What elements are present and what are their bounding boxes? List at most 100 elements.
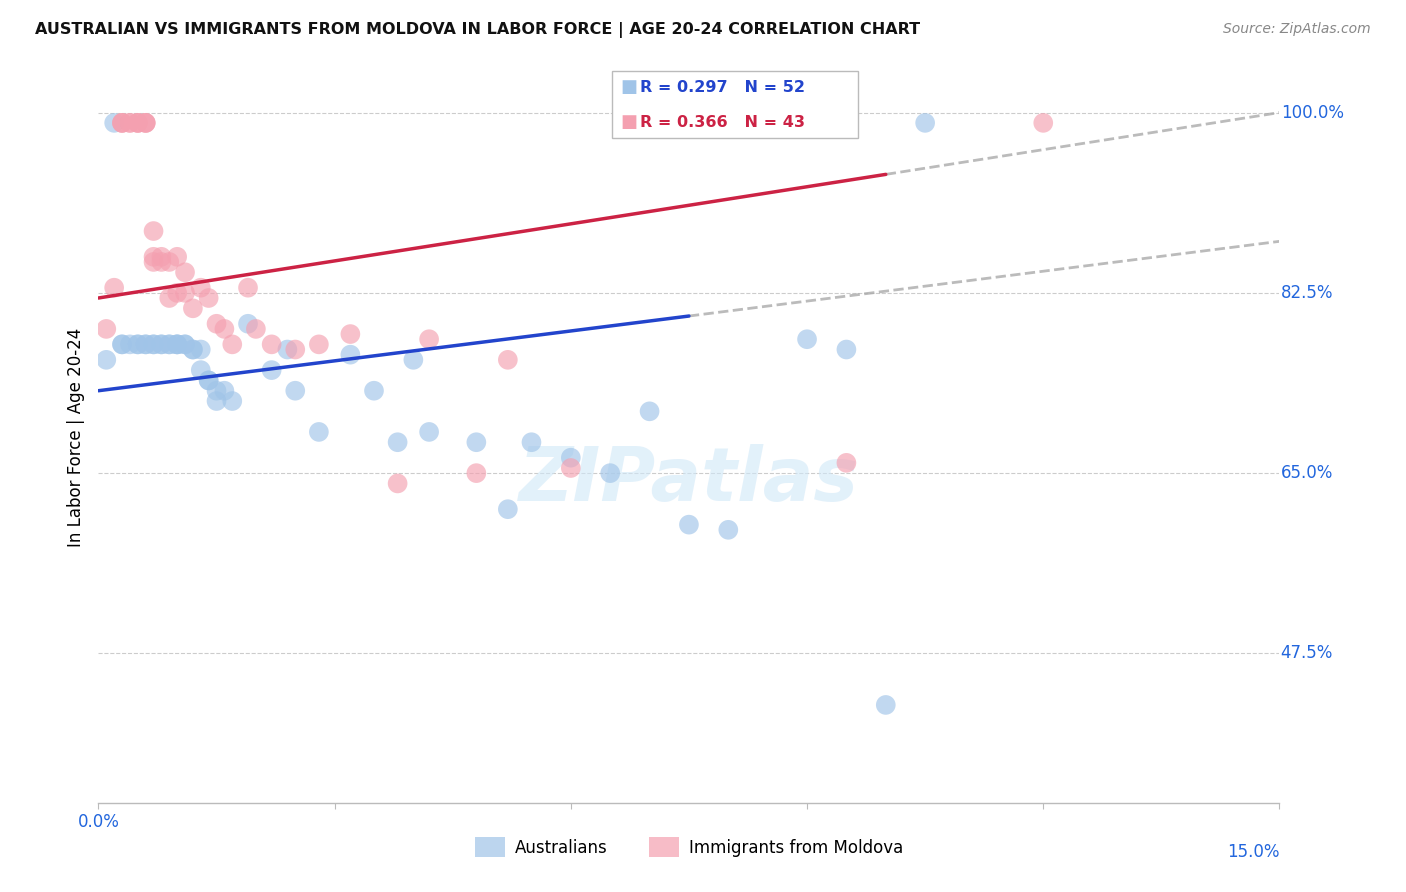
Point [127, 116, 149, 130]
Point [835, 456, 858, 470]
Point [599, 466, 621, 480]
Point [560, 461, 582, 475]
Point [142, 255, 165, 269]
Text: ■: ■ [620, 78, 637, 96]
Point [142, 337, 165, 351]
Point [205, 394, 228, 409]
Point [150, 250, 173, 264]
Point [111, 116, 134, 130]
Text: ■: ■ [620, 113, 637, 131]
Point [214, 322, 236, 336]
Point [717, 523, 740, 537]
Point [103, 281, 125, 295]
Point [111, 337, 134, 351]
Point [339, 348, 361, 362]
Point [127, 116, 149, 130]
Point [387, 476, 409, 491]
Point [221, 394, 243, 409]
Point [260, 337, 283, 351]
Point [127, 337, 149, 351]
Point [402, 352, 425, 367]
Point [127, 116, 149, 130]
Point [118, 116, 141, 130]
Point [96, 322, 118, 336]
Point [142, 224, 165, 238]
Point [284, 384, 307, 398]
Point [127, 337, 149, 351]
Point [174, 265, 197, 279]
Point [174, 285, 197, 300]
Point [157, 337, 180, 351]
Point [205, 384, 228, 398]
Point [96, 352, 118, 367]
Point [157, 337, 180, 351]
Legend: Australians, Immigrants from Moldova: Australians, Immigrants from Moldova [468, 830, 910, 864]
Text: 100.0%: 100.0% [1281, 103, 1344, 121]
Point [190, 343, 212, 357]
Point [174, 337, 197, 351]
Point [166, 337, 188, 351]
Point [135, 337, 157, 351]
Point [142, 337, 165, 351]
Point [875, 698, 897, 712]
Text: AUSTRALIAN VS IMMIGRANTS FROM MOLDOVA IN LABOR FORCE | AGE 20-24 CORRELATION CHA: AUSTRALIAN VS IMMIGRANTS FROM MOLDOVA IN… [35, 22, 921, 38]
Point [387, 435, 409, 450]
Point [142, 250, 165, 264]
Point [496, 352, 519, 367]
Point [135, 116, 157, 130]
Point [197, 373, 219, 387]
Point [166, 337, 188, 351]
Text: R = 0.297   N = 52: R = 0.297 N = 52 [640, 80, 804, 95]
Point [560, 450, 582, 465]
Text: 47.5%: 47.5% [1281, 644, 1333, 663]
Point [465, 466, 488, 480]
Point [150, 337, 173, 351]
Point [276, 343, 298, 357]
Point [166, 250, 188, 264]
Point [181, 343, 204, 357]
Point [796, 332, 818, 346]
Point [245, 322, 267, 336]
Point [236, 317, 259, 331]
Point [197, 373, 219, 387]
Point [638, 404, 661, 418]
Point [166, 337, 188, 351]
Point [135, 116, 157, 130]
Point [205, 317, 228, 331]
Point [190, 281, 212, 295]
Point [678, 517, 700, 532]
Point [221, 337, 243, 351]
Point [157, 291, 180, 305]
Point [308, 425, 330, 439]
Point [197, 291, 219, 305]
Y-axis label: In Labor Force | Age 20-24: In Labor Force | Age 20-24 [66, 327, 84, 547]
Point [418, 425, 440, 439]
Point [236, 281, 259, 295]
Point [150, 337, 173, 351]
Point [1032, 116, 1054, 130]
Point [111, 337, 134, 351]
Point [111, 116, 134, 130]
Point [118, 116, 141, 130]
Point [520, 435, 543, 450]
Point [339, 327, 361, 342]
Point [214, 384, 236, 398]
Point [363, 384, 385, 398]
Point [190, 363, 212, 377]
Point [181, 301, 204, 316]
Point [914, 116, 936, 130]
Point [103, 116, 125, 130]
Text: Source: ZipAtlas.com: Source: ZipAtlas.com [1223, 22, 1371, 37]
Text: R = 0.366   N = 43: R = 0.366 N = 43 [640, 115, 804, 129]
Point [284, 343, 307, 357]
Point [174, 337, 197, 351]
Point [496, 502, 519, 516]
Text: 15.0%: 15.0% [1227, 843, 1279, 861]
Point [835, 343, 858, 357]
Point [418, 332, 440, 346]
Point [157, 255, 180, 269]
Point [166, 285, 188, 300]
Point [260, 363, 283, 377]
Text: 65.0%: 65.0% [1281, 464, 1333, 483]
Point [465, 435, 488, 450]
